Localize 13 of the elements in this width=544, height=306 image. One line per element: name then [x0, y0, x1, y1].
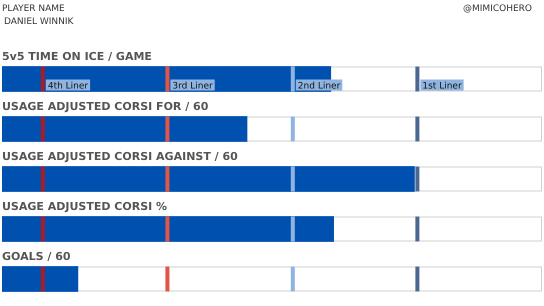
y-tick-label: GOALS / 60: [2, 250, 71, 263]
y-tick-label: USAGE ADJUSTED CORSI FOR / 60: [2, 100, 209, 113]
bar: [2, 266, 78, 292]
chart-title: PLAYER NAME: [2, 4, 65, 14]
ref-line-label: 4th Liner: [48, 81, 88, 92]
text: DANIEL WINNIK: [4, 17, 74, 27]
y-tick-label: 5v5 TIME ON ICE / GAME: [2, 50, 152, 63]
ref-line-label: 2nd Liner: [298, 81, 341, 92]
ref-line-label: 1st Liner: [422, 81, 462, 92]
ref-line-label: 3rd Liner: [172, 81, 214, 92]
y-tick-label: USAGE ADJUSTED CORSI %: [2, 200, 168, 213]
y-tick-label: USAGE ADJUSTED CORSI AGAINST / 60: [2, 150, 238, 163]
text: @MIMICOHERO: [463, 4, 532, 14]
